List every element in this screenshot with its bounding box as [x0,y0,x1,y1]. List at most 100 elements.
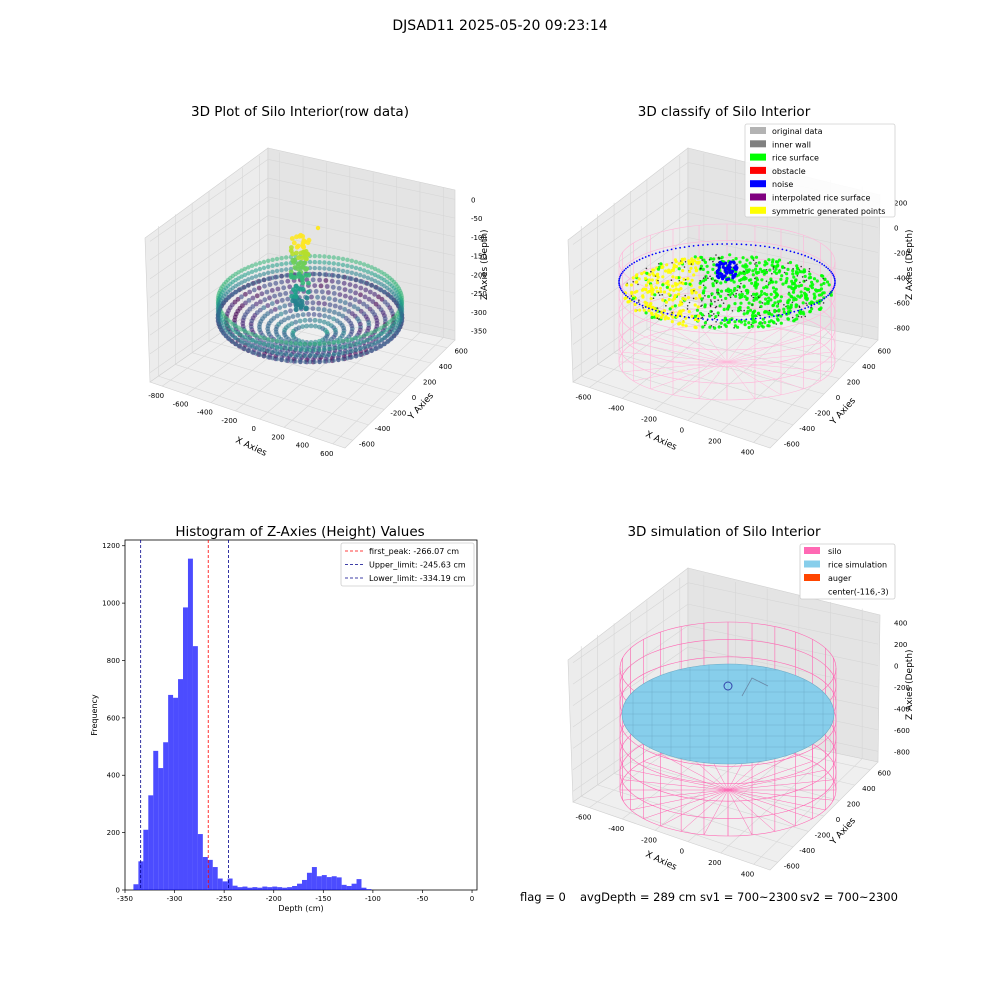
y-tick-label: 400 [862,363,875,371]
panel1-title: 3D Plot of Silo Interior(row data) [191,104,409,120]
histogram-bar [237,887,243,890]
raw-point [261,305,267,311]
noise-point [620,272,623,275]
classified-point [829,293,833,297]
classified-point [631,276,635,280]
noise-point [697,317,700,320]
raw-wall-point [253,262,259,267]
classified-point [755,271,759,275]
classified-point [660,265,664,270]
raw-point [362,294,368,300]
classified-point [661,298,665,302]
silo-floor-spoke [633,361,728,382]
x-tick-label: -200 [641,416,657,424]
y-tick-label: 0 [836,816,840,824]
histogram-bar [292,885,298,890]
noise-point [644,306,647,308]
gridline-z [572,582,879,663]
raw-wall-point [284,346,289,351]
raw-wall-point [331,346,336,351]
raw-point [285,278,291,284]
classified-point [779,295,784,299]
classified-point [792,296,796,300]
raw-wall-point [317,266,322,271]
raw-wall-point [345,350,350,355]
raw-point [357,299,362,305]
classified-point [812,292,816,296]
raw-spike-point [293,294,299,299]
noise-point [618,277,621,280]
raw-wall-point [365,275,371,280]
noise-point [628,297,631,300]
classified-point [757,261,761,265]
silo-floor-spoke [660,753,729,791]
noise-point [789,311,792,314]
classified-point [667,297,671,302]
raw-wall-point [307,259,313,265]
classified-point [819,283,823,287]
raw-point [366,319,371,325]
classified-point [760,289,764,294]
y-tick-label: 0 [412,394,416,402]
classified-point [657,279,659,282]
noise-point [804,307,806,310]
silo-floor-spoke [726,361,832,373]
gridline-y [597,364,794,426]
classified-point [640,288,645,292]
noise-point [789,250,792,253]
classified-point [644,283,649,287]
y-tick-label: 0 [836,394,840,402]
raw-wall-point [257,352,263,358]
classified-point [665,263,669,267]
classified-point [658,318,660,320]
raw-wall-point [322,341,327,346]
raw-point [317,312,322,318]
noise-point [834,281,836,283]
raw-point [316,300,322,306]
classified-point [786,267,790,271]
status-sv1: sv1 = 700~2300 [700,890,798,904]
classified-point [715,282,718,284]
classified-point [747,268,751,272]
panel1-ylabel: Y Axies [406,391,436,423]
classified-point [704,324,706,327]
noise-point [816,302,818,304]
noise-cluster-point [725,270,729,274]
x-tick-label: 600 [320,450,333,458]
raw-wall-point [353,335,359,341]
classified-point [751,321,755,325]
raw-wall-point [317,353,322,358]
x-tick-label: 0 [470,895,474,903]
panel-classify-3d: 3D classify of Silo Interior -600-400-20… [567,104,915,457]
noise-cluster-point [715,263,719,267]
classified-point [686,296,691,300]
status-sv2: sv2 = 700~2300 [800,890,898,904]
histogram-bar [252,887,258,890]
noise-point [619,286,621,288]
classified-point [732,280,736,284]
classified-point [774,271,779,275]
noise-point [670,248,673,251]
raw-point [342,300,348,306]
classified-point [743,270,745,273]
classified-point [729,296,732,299]
raw-wall-point [331,255,336,260]
raw-wall-point [253,274,259,279]
raw-wall-point [349,264,354,269]
raw-wall-point [372,346,378,352]
raw-wall-point [266,355,271,360]
gridline-y [663,317,855,364]
raw-point [265,311,271,317]
classified-point [702,277,705,280]
classified-point [674,265,679,269]
raw-wall-point [340,262,346,268]
classified-point [814,288,818,292]
classified-point [761,317,765,321]
raw-point [330,284,336,290]
noise-point [618,279,620,282]
classified-point [651,290,655,295]
classified-point [703,321,708,325]
noise-point [833,277,836,280]
classified-point [776,310,778,312]
raw-wall-point [293,353,298,358]
